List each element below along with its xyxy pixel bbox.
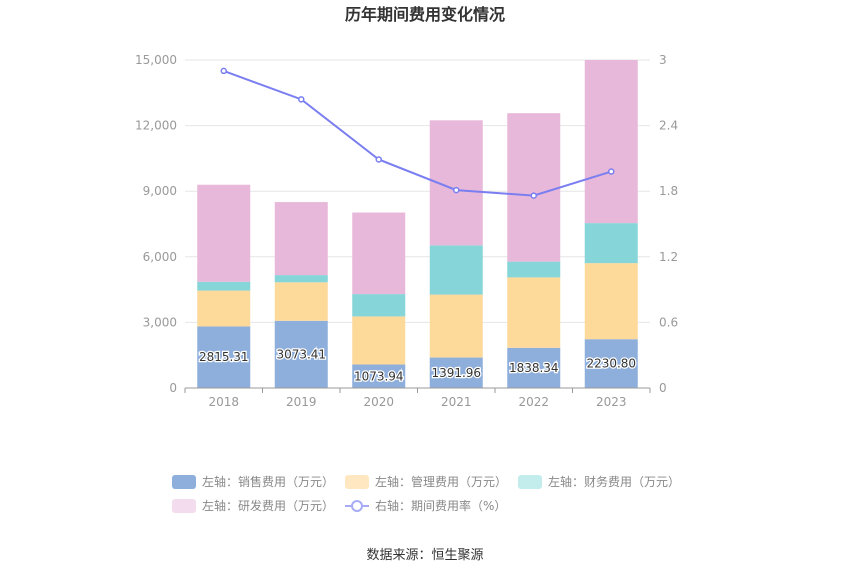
left-tick-label: 12,000 [135,119,177,133]
rate-point-2018 [220,67,227,75]
chart-title: 历年期间费用变化情况 [345,5,505,24]
rate-point-2021 [453,186,460,194]
legend-label: 左轴：管理费用（万元） [375,474,507,489]
x-tick-label: 2018 [208,395,239,409]
bar-3-2023 [584,59,638,224]
bar-2-2019 [274,275,328,283]
bar-series [197,59,638,388]
rate-point-2022 [530,192,537,199]
bar-0-2019 [274,320,328,388]
source-note: 数据来源：恒生聚源 [366,548,483,563]
x-tick-label: 2019 [286,395,317,409]
bar-3-2020 [352,212,406,295]
right-axis-ticks: 0 0.6 1.2 1.8 2.4 3 [659,53,678,395]
left-axis-ticks: 0 3,000 6,000 9,000 12,000 15,000 [135,53,177,395]
bar-data-label: 1073.94 [354,369,404,383]
bar-data-label: 1838.34 [509,361,559,375]
rate-point-2023 [608,168,615,175]
right-tick-label: 3 [659,53,667,67]
legend-swatch-icon [172,475,196,489]
bar-1-2019 [274,282,328,321]
right-tick-label: 0.6 [659,315,678,329]
right-tick-label: 1.2 [659,250,678,264]
bar-0-2023 [584,339,638,388]
bar-0-2022 [507,347,561,388]
bar-data-labels: 2815.31 3073.41 1073.94 1391.96 1838.34 2230.… [198,346,638,384]
bar-0-2021 [429,357,483,388]
right-tick-label: 2.4 [659,119,678,133]
bar-2-2020 [352,294,406,317]
x-tick-label: 2021 [441,395,472,409]
bar-2-2023 [584,223,638,264]
legend-swatch-icon [518,475,542,489]
right-tick-label: 0 [659,381,667,395]
legend-line-marker-icon [351,500,363,512]
bar-1-2020 [352,316,406,365]
bar-3-2022 [507,113,561,262]
bar-3-2018 [197,184,251,282]
bar-2-2018 [197,281,251,291]
bar-data-label: 2815.31 [199,350,249,364]
x-tick-label: 2020 [363,395,394,409]
left-tick-label: 9,000 [143,184,177,198]
legend[interactable]: 左轴：销售费用（万元） 左轴：管理费用（万元） 左轴：财务费用（万元） 左轴：研发费用… [172,474,680,513]
bar-0-2020 [352,364,406,388]
left-tick-label: 15,000 [135,53,177,67]
legend-label: 左轴：研发费用（万元） [202,498,334,513]
bar-0-2018 [197,326,251,388]
legend-label: 左轴：销售费用（万元） [202,474,334,489]
bar-1-2022 [507,277,561,348]
x-tick-label: 2022 [518,395,549,409]
rate-point-2020 [375,156,382,163]
bar-1-2018 [197,290,251,327]
bar-data-label: 3073.41 [276,347,326,361]
legend-label: 右轴：期间费用率（%） [375,498,506,513]
right-tick-label: 1.8 [659,184,678,198]
gridlines [185,59,650,323]
legend-label: 左轴：财务费用（万元） [548,474,680,489]
x-tick-label: 2023 [596,395,627,409]
rate-line [223,69,612,197]
bar-2-2022 [507,261,561,278]
bar-2-2021 [429,245,483,295]
legend-swatch-icon [172,499,196,513]
x-axis-ticks: 2018 2019 2020 2021 2022 2023 [184,388,651,409]
left-tick-label: 6,000 [143,250,177,264]
rate-point-2019 [298,96,305,103]
bar-data-label: 2230.80 [586,357,636,371]
bar-data-label: 1391.96 [431,366,481,380]
legend-swatch-icon [345,475,369,489]
bar-1-2023 [584,263,638,340]
bar-1-2021 [429,294,483,358]
left-tick-label: 3,000 [143,315,177,329]
left-tick-label: 0 [169,381,177,395]
bar-3-2019 [274,202,328,276]
line-series [220,67,615,199]
